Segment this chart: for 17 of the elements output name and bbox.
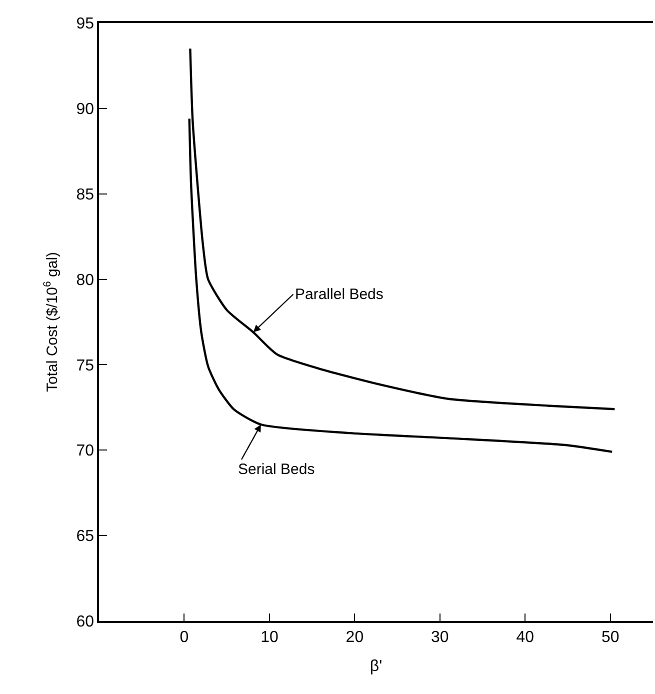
y-tick-label: 90 bbox=[76, 101, 94, 118]
y-tick-label: 65 bbox=[76, 528, 94, 546]
annotation: Parallel Beds bbox=[295, 286, 384, 303]
x-tick-label: 40 bbox=[516, 628, 534, 646]
annotation: Serial Beds bbox=[238, 461, 315, 478]
x-tick-label: 10 bbox=[260, 628, 278, 646]
x-tick-label: 0 bbox=[180, 628, 189, 646]
y-tick-label: 60 bbox=[76, 614, 94, 631]
y-tick-label: 80 bbox=[76, 272, 94, 289]
y-tick-label: 95 bbox=[76, 16, 94, 33]
x-tick-label: 50 bbox=[601, 628, 620, 646]
y-tick-label: 85 bbox=[76, 186, 94, 204]
y-tick-label: 70 bbox=[76, 442, 94, 460]
x-tick-label: 20 bbox=[346, 628, 364, 646]
y-tick-label: 75 bbox=[76, 357, 94, 374]
x-axis-title: β' bbox=[370, 658, 382, 676]
x-tick-label: 30 bbox=[431, 628, 449, 646]
